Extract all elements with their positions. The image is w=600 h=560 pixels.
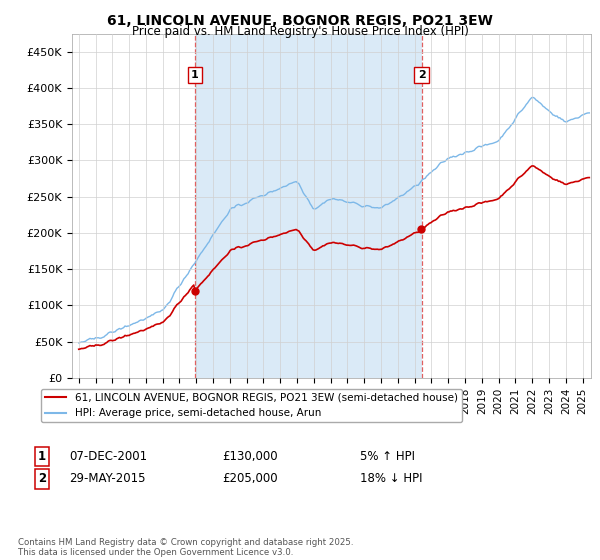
Text: 1: 1 bbox=[191, 70, 199, 80]
Text: 5% ↑ HPI: 5% ↑ HPI bbox=[360, 450, 415, 463]
Text: £130,000: £130,000 bbox=[222, 450, 278, 463]
Legend: 61, LINCOLN AVENUE, BOGNOR REGIS, PO21 3EW (semi-detached house), HPI: Average p: 61, LINCOLN AVENUE, BOGNOR REGIS, PO21 3… bbox=[41, 389, 462, 422]
Text: £205,000: £205,000 bbox=[222, 472, 278, 486]
Text: Price paid vs. HM Land Registry's House Price Index (HPI): Price paid vs. HM Land Registry's House … bbox=[131, 25, 469, 38]
Text: 18% ↓ HPI: 18% ↓ HPI bbox=[360, 472, 422, 486]
Text: 2: 2 bbox=[418, 70, 425, 80]
Text: 1: 1 bbox=[38, 450, 46, 463]
Text: Contains HM Land Registry data © Crown copyright and database right 2025.
This d: Contains HM Land Registry data © Crown c… bbox=[18, 538, 353, 557]
Text: 29-MAY-2015: 29-MAY-2015 bbox=[69, 472, 146, 486]
Text: 61, LINCOLN AVENUE, BOGNOR REGIS, PO21 3EW: 61, LINCOLN AVENUE, BOGNOR REGIS, PO21 3… bbox=[107, 14, 493, 28]
Text: 07-DEC-2001: 07-DEC-2001 bbox=[69, 450, 147, 463]
Bar bbox=[195, 34, 422, 378]
Text: 2: 2 bbox=[38, 472, 46, 486]
